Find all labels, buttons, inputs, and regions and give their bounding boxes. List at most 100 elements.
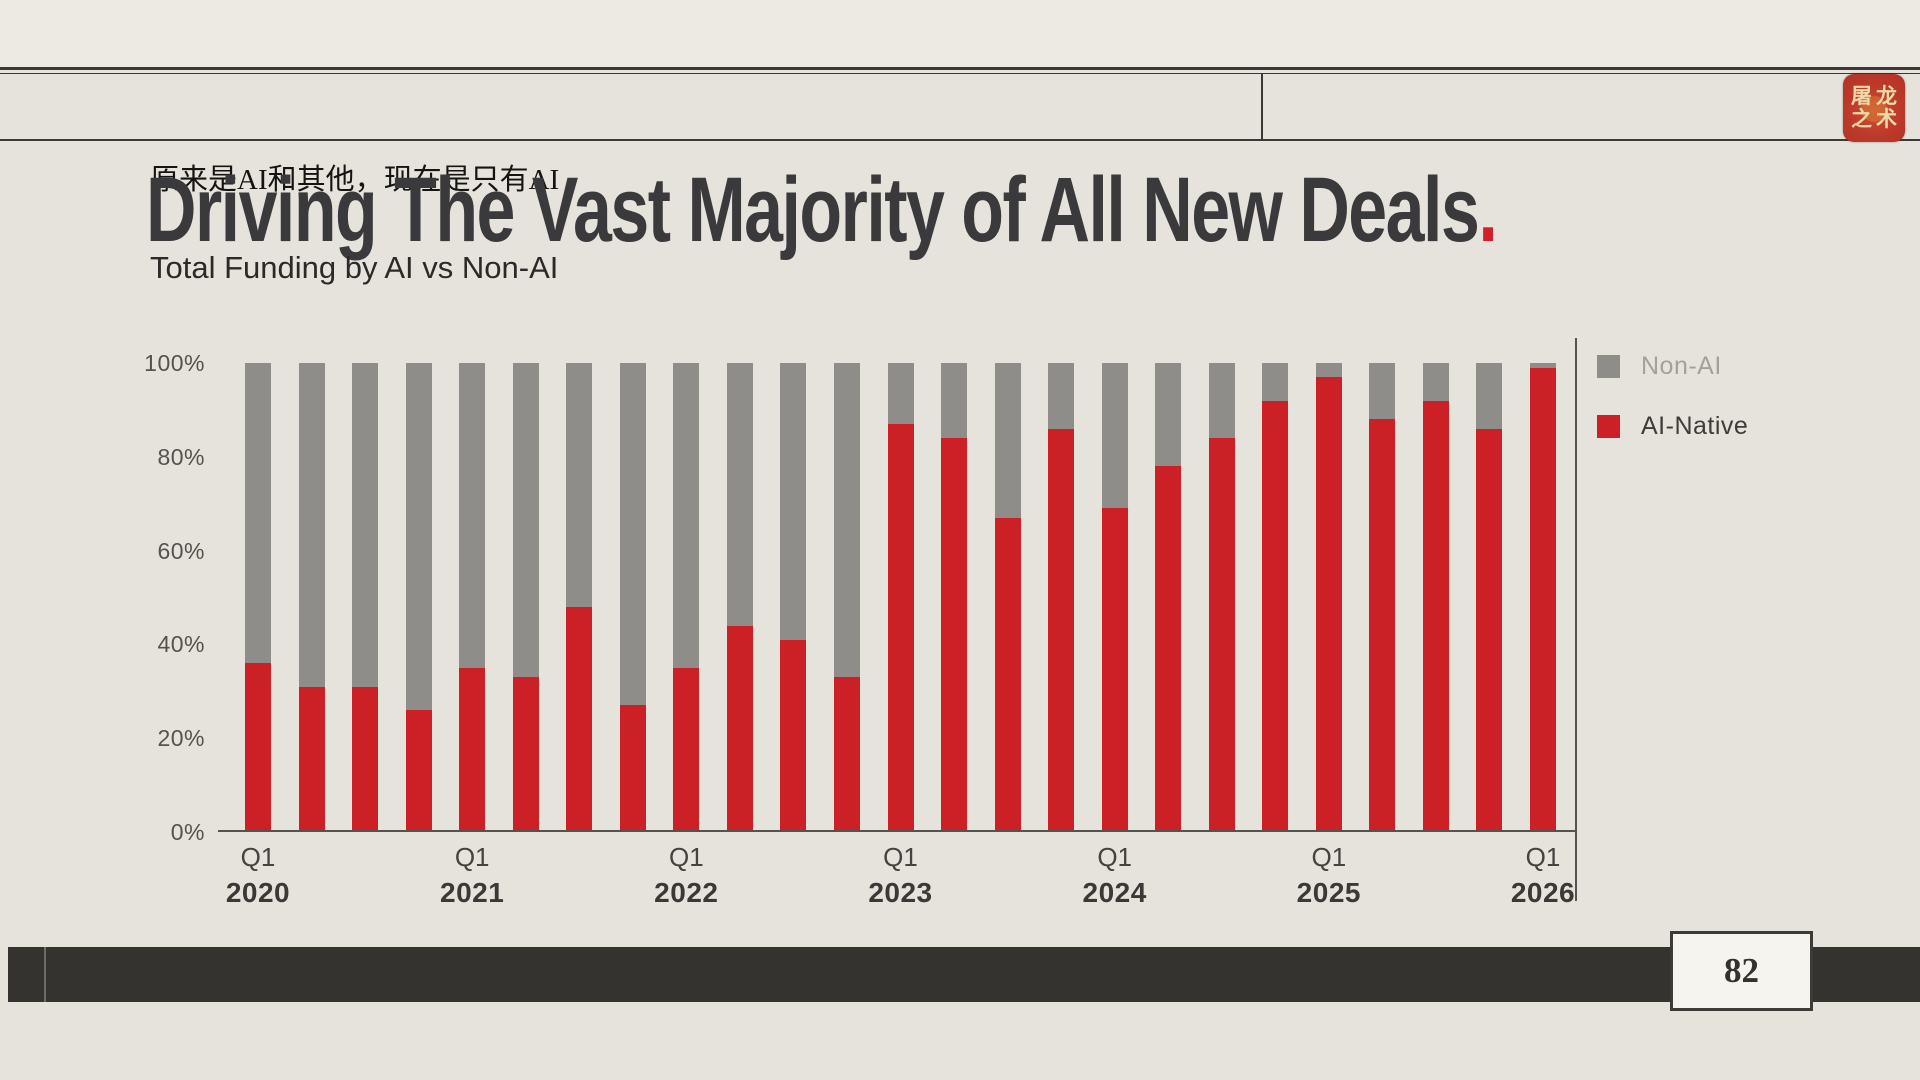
bar-q1-2025 (1315, 363, 1342, 832)
segment-non-ai (726, 363, 753, 626)
x-tick-quarter: Q1 (240, 842, 276, 872)
segment-ai-native (1422, 400, 1449, 832)
x-tick-year: 2024 (1082, 877, 1147, 908)
segment-ai-native (405, 710, 432, 832)
bar-q2-2025 (1369, 363, 1396, 832)
x-tick-year: 2023 (868, 877, 933, 908)
segment-non-ai (1048, 363, 1075, 429)
segment-non-ai (566, 363, 593, 607)
x-axis-line (218, 830, 1575, 832)
segment-non-ai (1315, 363, 1342, 378)
segment-non-ai (1155, 363, 1182, 467)
bar-q4-2025 (1476, 363, 1503, 832)
x-tick-quarter: Q1 (1097, 842, 1132, 872)
segment-non-ai (673, 363, 700, 668)
segment-non-ai (780, 363, 807, 640)
segment-non-ai (833, 363, 860, 678)
legend-swatch-ai-native (1597, 415, 1620, 438)
footer-bar (8, 947, 1920, 1002)
header-bar: 原来是AI和其他，现在是只有AI (0, 74, 1920, 196)
x-tick-2023: Q1 2023 (841, 842, 961, 909)
segment-non-ai (245, 363, 271, 664)
chart-right-border-line (1575, 338, 1577, 901)
header-bottom-rule (0, 139, 1920, 141)
page-number-box: 82 (1670, 931, 1813, 1011)
segment-ai-native (1155, 466, 1182, 832)
x-tick-2020: Q1 2020 (198, 842, 318, 909)
segment-ai-native (1369, 419, 1396, 832)
x-tick-2024: Q1 2024 (1055, 842, 1175, 909)
segment-non-ai (1476, 363, 1503, 429)
x-tick-quarter: Q1 (883, 842, 918, 872)
bar-q2-2024 (1155, 363, 1182, 832)
plot-area (245, 363, 1556, 832)
segment-non-ai (1101, 363, 1128, 509)
bar-q2-2022 (726, 363, 753, 832)
legend-item-ai-native: AI-Native (1597, 412, 1748, 441)
segment-non-ai (352, 363, 379, 687)
segment-non-ai (994, 363, 1021, 518)
x-tick-year: 2026 (1510, 877, 1576, 908)
slide-subtitle: Total Funding by AI vs Non-AI (150, 250, 559, 285)
segment-non-ai (512, 363, 539, 678)
y-tick-0: 0% (170, 819, 205, 845)
bar-q1-2023 (887, 363, 914, 832)
bar-q1-2024 (1101, 363, 1128, 832)
x-tick-2021: Q1 2021 (412, 842, 532, 909)
segment-non-ai (1208, 363, 1235, 439)
bar-q3-2020 (352, 363, 379, 832)
segment-non-ai (1422, 363, 1449, 401)
bar-q3-2021 (566, 363, 593, 832)
y-tick-60: 60% (157, 537, 205, 564)
y-tick-80: 80% (157, 443, 205, 470)
y-tick-100: 100% (144, 350, 205, 376)
bar-q2-2021 (512, 363, 539, 832)
legend-label: AI-Native (1641, 412, 1749, 440)
x-tick-quarter: Q1 (454, 842, 490, 872)
segment-ai-native (512, 677, 539, 832)
segment-ai-native (1262, 400, 1289, 832)
segment-ai-native (1101, 508, 1128, 832)
bar-q3-2025 (1422, 363, 1449, 832)
x-tick-year: 2020 (225, 877, 291, 908)
segment-non-ai (1262, 363, 1289, 401)
segment-non-ai (619, 363, 646, 706)
segment-ai-native (1315, 377, 1342, 832)
logo-seal: 屠龙 之术 (1843, 74, 1905, 142)
x-tick-quarter: Q1 (668, 842, 704, 872)
x-tick-2026: Q1 2026 (1483, 842, 1603, 909)
segment-non-ai (298, 363, 325, 687)
bar-q4-2023 (1048, 363, 1075, 832)
header-divider (1261, 74, 1263, 139)
legend-swatch-non-ai (1597, 355, 1620, 378)
header-top-rule-thick (0, 67, 1920, 70)
segment-non-ai (1530, 363, 1556, 368)
bar-q2-2020 (298, 363, 325, 832)
x-tick-2025: Q1 2025 (1269, 842, 1389, 909)
bar-q1-2026 (1530, 363, 1556, 832)
page-number: 82 (1724, 951, 1759, 990)
bar-q1-2022 (673, 363, 700, 832)
segment-ai-native (1476, 428, 1503, 832)
top-margin-strip (0, 0, 1920, 67)
segment-ai-native (941, 438, 968, 832)
segment-ai-native (780, 639, 807, 832)
segment-ai-native (1208, 438, 1235, 832)
segment-ai-native (566, 606, 593, 832)
slide-title-period: . (1478, 159, 1497, 261)
bar-q1-2020 (245, 363, 271, 832)
segment-non-ai (941, 363, 968, 439)
bar-q4-2020 (405, 363, 432, 832)
bar-q3-2024 (1208, 363, 1235, 832)
bar-q4-2024 (1262, 363, 1289, 832)
x-tick-2022: Q1 2022 (626, 842, 746, 909)
segment-ai-native (1048, 428, 1075, 832)
segment-ai-native (673, 667, 700, 832)
segment-ai-native (459, 667, 486, 832)
header-top-rule-thin (0, 73, 1920, 74)
bar-q4-2021 (619, 363, 646, 832)
bar-q1-2021 (459, 363, 486, 832)
y-tick-20: 20% (157, 725, 205, 752)
segment-non-ai (887, 363, 914, 424)
